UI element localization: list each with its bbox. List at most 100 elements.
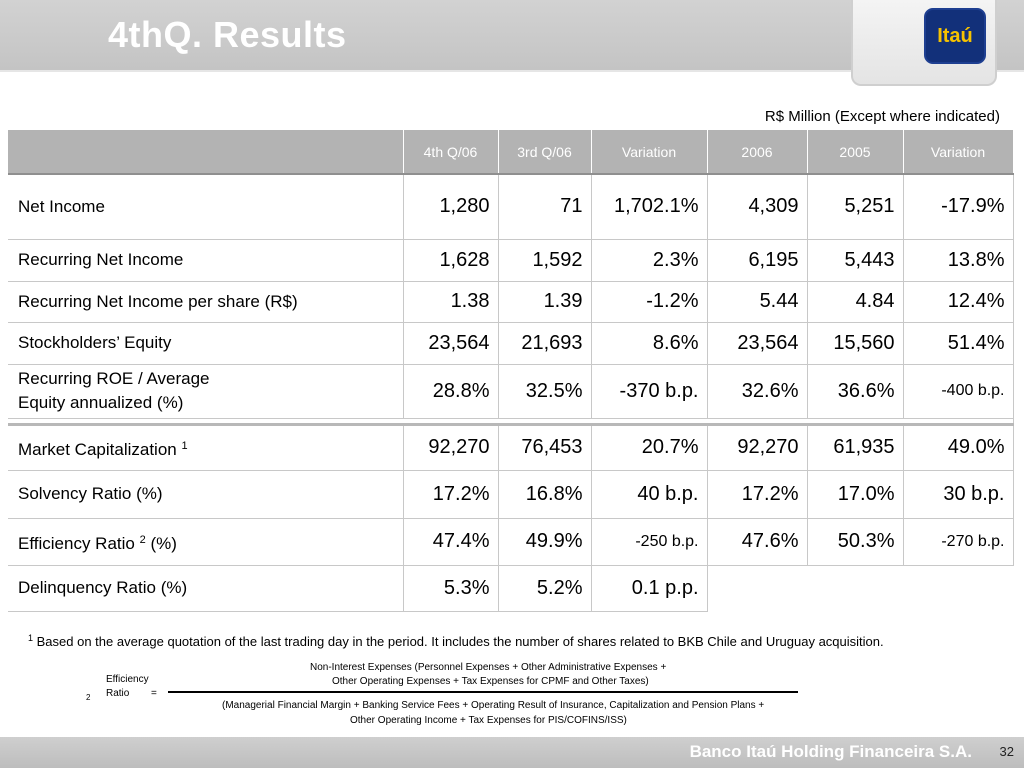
table-row: Recurring Net Income 1,628 1,592 2.3% 6,… <box>8 239 1014 282</box>
cell: 36.6% <box>807 364 904 419</box>
cell: 47.6% <box>707 518 808 566</box>
cell: 23,564 <box>403 322 499 365</box>
unit-note: R$ Million (Except where indicated) <box>764 108 1000 125</box>
formula-footnote-number: 2 <box>86 693 91 702</box>
cell: 5.2% <box>498 565 592 612</box>
footnote-1-number: 1 <box>28 633 34 643</box>
table-header-row: 4th Q/06 3rd Q/06 Variation 2006 2005 Va… <box>8 130 1014 174</box>
header-cell-2005: 2005 <box>807 130 904 174</box>
cell: 17.2% <box>403 470 499 519</box>
cell: 23,564 <box>707 322 808 365</box>
cell: 5,251 <box>807 173 904 240</box>
cell: 61,935 <box>807 424 904 471</box>
cell: 4,309 <box>707 173 808 240</box>
cell: 0.1 p.p. <box>591 565 708 612</box>
header-cell-variation-y: Variation <box>903 130 1014 174</box>
table-row: Net Income 1,280 71 1,702.1% 4,309 5,251… <box>8 173 1014 240</box>
cell: -250 b.p. <box>591 518 708 566</box>
cell: 92,270 <box>403 424 499 471</box>
cell: 5,443 <box>807 239 904 282</box>
cell: 51.4% <box>903 322 1014 365</box>
efficiency-ratio-formula: 2 Efficiency Ratio = Non-Interest Expens… <box>80 660 820 736</box>
formula-lhs-line1: Efficiency <box>106 674 149 685</box>
table-row: Market Capitalization 1 92,270 76,453 20… <box>8 424 1014 471</box>
formula-numerator-line1: Non-Interest Expenses (Personnel Expense… <box>310 662 667 673</box>
cell: 21,693 <box>498 322 592 365</box>
formula-denominator-line2: Other Operating Income + Tax Expenses fo… <box>350 715 627 726</box>
table-row: Solvency Ratio (%) 17.2% 16.8% 40 b.p. 1… <box>8 470 1014 519</box>
cell: 50.3% <box>807 518 904 566</box>
cell: 32.5% <box>498 364 592 419</box>
cell: -270 b.p. <box>903 518 1014 566</box>
cell: 71 <box>498 173 592 240</box>
row-label: Net Income <box>8 173 404 240</box>
cell: -17.9% <box>903 173 1014 240</box>
row-label-text: Efficiency Ratio <box>18 533 135 553</box>
row-label: Efficiency Ratio 2 (%) <box>8 518 404 566</box>
footnote-1-text: Based on the average quotation of the la… <box>36 634 884 649</box>
empty-cell <box>707 565 807 611</box>
formula-equals: = <box>151 688 157 699</box>
row-label: Recurring ROE / Average Equity annualize… <box>8 364 404 419</box>
cell: 6,195 <box>707 239 808 282</box>
cell: 16.8% <box>498 470 592 519</box>
row-label: Delinquency Ratio (%) <box>8 565 404 612</box>
cell: 20.7% <box>591 424 708 471</box>
cell: 8.6% <box>591 322 708 365</box>
cell: 5.3% <box>403 565 499 612</box>
table-separator <box>8 418 1014 426</box>
cell: 1,628 <box>403 239 499 282</box>
company-name: Banco Itaú Holding Financeira S.A. <box>689 742 972 761</box>
cell: 1.38 <box>403 281 499 323</box>
row-label: Recurring Net Income <box>8 239 404 282</box>
footer-bar: Banco Itaú Holding Financeira S.A. 32 <box>0 737 1024 768</box>
cell: 1,280 <box>403 173 499 240</box>
row-label: Stockholders’ Equity <box>8 322 404 365</box>
cell: 49.0% <box>903 424 1014 471</box>
cell: 76,453 <box>498 424 592 471</box>
header-cell-variation-q: Variation <box>591 130 708 174</box>
cell: 28.8% <box>403 364 499 419</box>
row-label: Recurring Net Income per share (R$) <box>8 281 404 323</box>
cell: 2.3% <box>591 239 708 282</box>
formula-denominator-line1: (Managerial Financial Margin + Banking S… <box>222 700 765 711</box>
cell: 1,592 <box>498 239 592 282</box>
cell: 5.44 <box>707 281 808 323</box>
table-row: Recurring Net Income per share (R$) 1.38… <box>8 281 1014 323</box>
footnote-1: 1 Based on the average quotation of the … <box>28 633 884 649</box>
footnote-ref: 2 <box>139 533 146 546</box>
itau-logo: Itaú <box>924 8 986 64</box>
cell: 1.39 <box>498 281 592 323</box>
header-cell-label <box>8 130 404 174</box>
cell: 92,270 <box>707 424 808 471</box>
table-row: Delinquency Ratio (%) 5.3% 5.2% 0.1 p.p. <box>8 565 1013 612</box>
empty-cell <box>807 565 903 611</box>
cell: 47.4% <box>403 518 499 566</box>
cell: 12.4% <box>903 281 1014 323</box>
header-cell-3q06: 3rd Q/06 <box>498 130 592 174</box>
formula-lhs-line2: Ratio <box>106 688 130 699</box>
cell: 15,560 <box>807 322 904 365</box>
cell: 32.6% <box>707 364 808 419</box>
header-cell-2006: 2006 <box>707 130 808 174</box>
table-row: Stockholders’ Equity 23,564 21,693 8.6% … <box>8 322 1014 365</box>
cell: 1,702.1% <box>591 173 708 240</box>
cell: -1.2% <box>591 281 708 323</box>
cell: -370 b.p. <box>591 364 708 419</box>
cell: 17.2% <box>707 470 808 519</box>
logo-text: Itaú <box>937 24 973 47</box>
footnote-ref: 1 <box>181 439 188 452</box>
page-number: 32 <box>999 744 1014 759</box>
cell: -400 b.p. <box>903 364 1014 419</box>
cell: 30 b.p. <box>903 470 1014 519</box>
empty-cell <box>903 565 1013 611</box>
header-cell-4q06: 4th Q/06 <box>403 130 499 174</box>
row-label-suffix: (%) <box>145 533 177 553</box>
fraction-rule <box>168 691 798 693</box>
cell: 13.8% <box>903 239 1014 282</box>
cell: 4.84 <box>807 281 904 323</box>
results-table: 4th Q/06 3rd Q/06 Variation 2006 2005 Va… <box>8 130 1014 612</box>
cell: 49.9% <box>498 518 592 566</box>
row-label-text: Market Capitalization <box>18 439 177 459</box>
cell: 17.0% <box>807 470 904 519</box>
